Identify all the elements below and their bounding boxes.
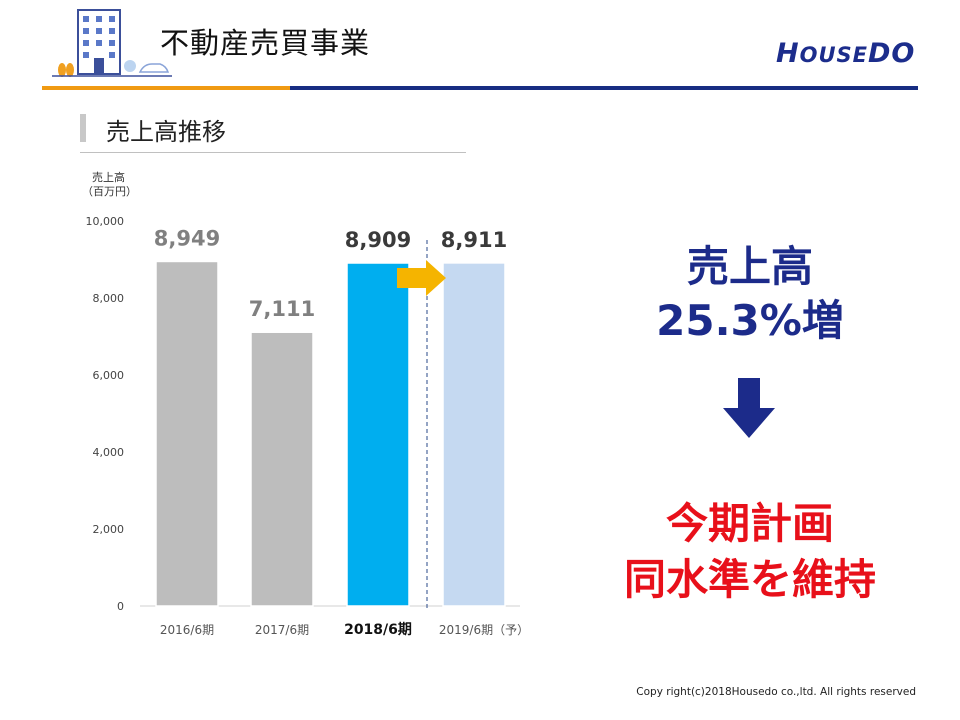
y-tick-label: 6,000 bbox=[93, 369, 125, 382]
section-underline bbox=[80, 152, 466, 153]
plan-statement: 同水準を維持 bbox=[623, 555, 876, 604]
headline-block: 売上高 25.3%増 bbox=[600, 240, 900, 348]
header-divider-orange bbox=[42, 86, 290, 90]
x-tick-label: 2018/6期 bbox=[344, 622, 412, 638]
bar-3 bbox=[346, 262, 410, 607]
forecast-arrow-icon bbox=[397, 260, 446, 296]
bar-value-label: 8,909 bbox=[345, 228, 411, 252]
bar-2 bbox=[250, 331, 314, 607]
section-title: 売上高推移 bbox=[106, 118, 226, 146]
x-tick-label: 2017/6期 bbox=[255, 623, 309, 637]
down-arrow-icon bbox=[723, 378, 775, 438]
y-axis-label-line2: （百万円） bbox=[82, 185, 137, 198]
bar-value-label: 8,911 bbox=[441, 228, 507, 252]
headline-growth-rate: 25.3%増 bbox=[656, 296, 844, 345]
section-marker bbox=[80, 114, 86, 142]
bar-4 bbox=[442, 262, 506, 607]
brand-logo: HOUSEDO bbox=[776, 38, 916, 69]
y-tick-label: 0 bbox=[117, 600, 124, 613]
bar-1 bbox=[155, 260, 219, 607]
bar-value-label: 7,111 bbox=[249, 297, 315, 321]
page-title: 不動産売買事業 bbox=[160, 26, 371, 60]
y-axis-label-line1: 売上高 bbox=[92, 170, 125, 184]
y-tick-label: 10,000 bbox=[86, 215, 125, 228]
bar-value-label: 8,949 bbox=[154, 226, 220, 250]
copyright-text: Copy right(c)2018Housedo co.,ltd. All ri… bbox=[636, 686, 916, 698]
y-tick-label: 8,000 bbox=[93, 292, 125, 305]
y-tick-label: 2,000 bbox=[93, 523, 125, 536]
sales-bar-chart: 売上高 （百万円） 0 2,000 4,000 6,000 8,000 10,000 8,… bbox=[82, 170, 529, 638]
plan-block: 今期計画 同水準を維持 bbox=[600, 496, 900, 608]
building-icon bbox=[52, 9, 172, 77]
plan-title: 今期計画 bbox=[665, 499, 834, 548]
header-divider-navy bbox=[290, 86, 918, 90]
headline-sales-label: 売上高 bbox=[686, 242, 813, 291]
x-tick-label: 2019/6期（予） bbox=[439, 623, 529, 637]
y-tick-label: 4,000 bbox=[93, 446, 125, 459]
x-tick-label: 2016/6期 bbox=[160, 623, 214, 637]
